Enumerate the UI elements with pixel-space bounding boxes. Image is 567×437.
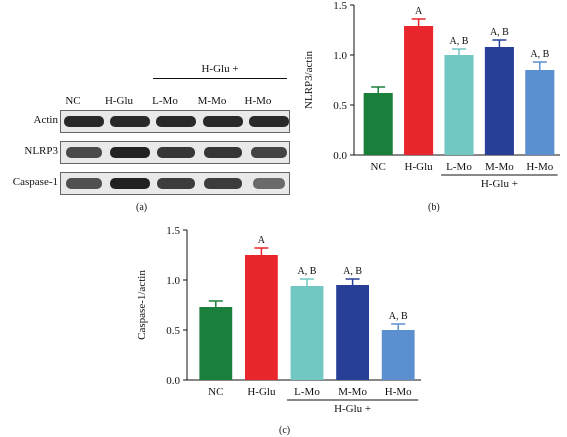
significance-label: A, B	[490, 27, 509, 38]
panel-label-c: (c)	[279, 425, 291, 436]
y-axis-label: NLRP3/actin	[303, 50, 315, 109]
western-blot-panel: H-Glu + NC H-Glu L-Mo M-Mo H-Mo Actin NL…	[0, 0, 300, 215]
significance-label: A, B	[343, 266, 362, 277]
panel-label-b: (b)	[428, 202, 440, 213]
blot-band	[64, 116, 104, 127]
blot-row-label: NLRP3	[24, 145, 58, 157]
blot-group-line	[153, 78, 287, 79]
blot-band	[249, 116, 289, 127]
blot-lane-label: NC	[65, 95, 81, 107]
x-tick-label: NC	[208, 386, 223, 398]
bar-l-mo	[444, 55, 474, 155]
blot-band	[157, 147, 195, 158]
y-tick-label: 1.0	[333, 50, 347, 62]
y-tick-label: 1.5	[166, 225, 180, 237]
blot-lane-label: H-Mo	[244, 95, 272, 107]
bar-m-mo	[484, 47, 514, 155]
y-axis-label: Caspase-1/actin	[136, 270, 148, 340]
y-tick-label: 0.0	[333, 150, 347, 162]
bar-h-mo	[381, 330, 415, 380]
blot-band	[156, 116, 196, 127]
blot-lane-label: M-Mo	[197, 95, 227, 107]
blot-band	[204, 147, 242, 158]
blot-band	[204, 178, 242, 189]
blot-lane-label: H-Glu	[104, 95, 134, 107]
bar-h-glu	[404, 26, 434, 155]
bar-h-mo	[525, 70, 555, 155]
x-tick-label: L-Mo	[294, 386, 320, 398]
significance-label: A	[258, 235, 266, 246]
bar-h-glu	[244, 255, 278, 380]
blot-band	[252, 178, 286, 189]
blot-row-nlrp3	[60, 141, 290, 164]
significance-label: A, B	[530, 49, 549, 60]
significance-label: A, B	[298, 266, 317, 277]
blot-band	[110, 116, 150, 127]
bar-l-mo	[290, 286, 324, 380]
blot-row-label: Actin	[33, 114, 58, 126]
blot-band	[250, 147, 288, 158]
x-tick-label: M-Mo	[338, 386, 367, 398]
x-tick-label: NC	[371, 161, 386, 173]
blot-band	[110, 178, 150, 189]
blot-group-label: H-Glu +	[201, 63, 239, 75]
x-tick-label: L-Mo	[446, 161, 472, 173]
blot-row-label: Caspase-1	[12, 176, 58, 188]
y-tick-label: 1.0	[166, 275, 180, 287]
caspase1-bar-chart: 0.0 0.5 1.0 1.5 Caspase-1/actin NC A H-Glu A, B L…	[136, 225, 421, 415]
blot-band	[157, 178, 195, 189]
significance-label: A, B	[450, 36, 469, 47]
bar-nc	[363, 93, 393, 155]
x-tick-label: H-Glu	[247, 386, 276, 398]
bar-m-mo	[336, 285, 370, 380]
y-tick-label: 0.5	[166, 325, 180, 337]
group-label: H-Glu +	[334, 403, 371, 415]
significance-label: A, B	[389, 311, 408, 322]
panel-label-a: (a)	[136, 202, 148, 213]
x-tick-label: M-Mo	[485, 161, 514, 173]
blot-band	[66, 178, 102, 189]
blot-lane-label: L-Mo	[152, 95, 178, 107]
bar-nc	[199, 307, 233, 380]
y-tick-label: 1.5	[333, 0, 347, 12]
x-tick-label: H-Mo	[526, 161, 553, 173]
nlrp3-bar-chart: 0.0 0.5 1.0 1.5 NLRP3/actin NC A H-Glu A, B L-Mo A…	[303, 0, 560, 190]
blot-band	[66, 147, 102, 158]
y-tick-label: 0.5	[333, 100, 347, 112]
x-tick-label: H-Mo	[385, 386, 412, 398]
group-label: H-Glu +	[481, 178, 518, 190]
blot-row-caspase1	[60, 172, 290, 195]
significance-label: A	[415, 6, 423, 17]
blot-band	[110, 147, 150, 158]
blot-row-actin	[60, 110, 290, 133]
blot-band	[203, 116, 243, 127]
x-tick-label: H-Glu	[405, 161, 434, 173]
y-tick-label: 0.0	[166, 375, 180, 387]
